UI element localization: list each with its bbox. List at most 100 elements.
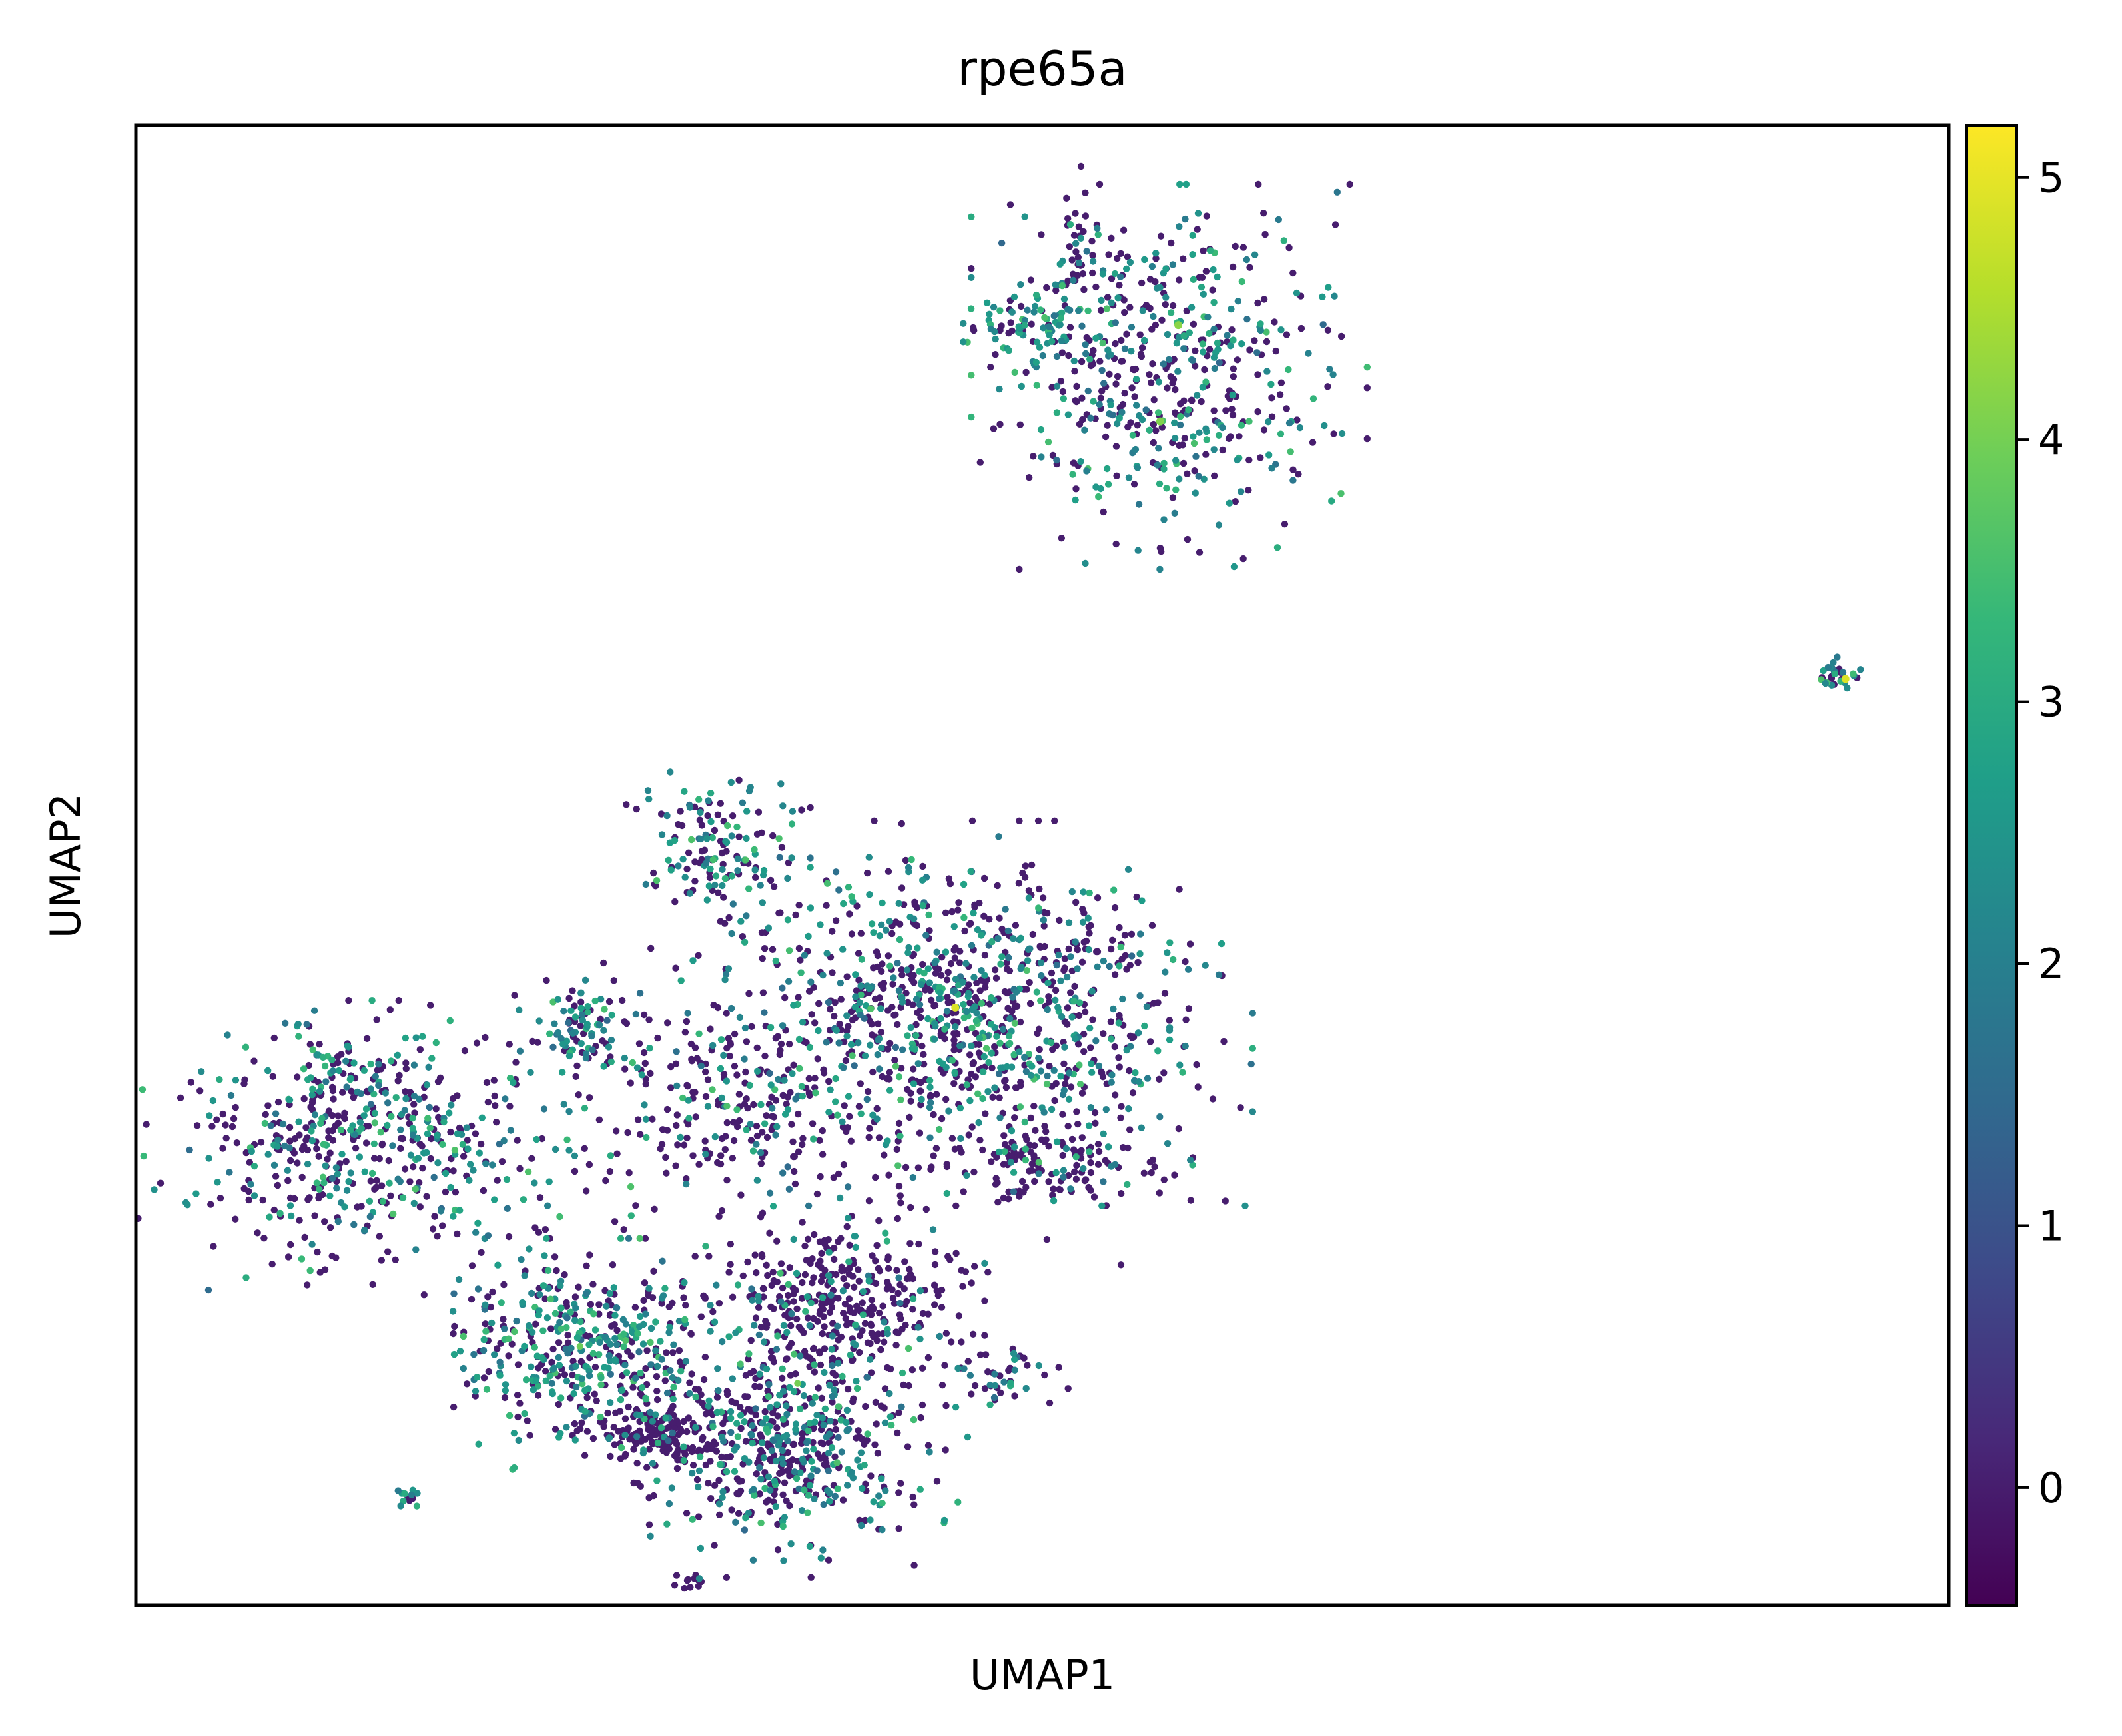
scatter-point-expressed-29: [1053, 409, 1061, 416]
scatter-point-1090: [329, 1137, 337, 1144]
scatter-point-1724: [576, 1425, 584, 1432]
scatter-point-expressed-860: [1086, 1148, 1093, 1155]
scatter-point-1749: [535, 1364, 542, 1372]
scatter-point-764: [884, 952, 892, 960]
scatter-point-1468: [663, 1169, 670, 1177]
scatter-point-351: [691, 858, 699, 866]
scatter-point-206: [1263, 338, 1271, 346]
scatter-point-expressed-861: [1053, 1138, 1061, 1145]
scatter-point-expressed-295: [1021, 322, 1028, 329]
scatter-point-expressed-1008: [447, 1183, 454, 1191]
scatter-point-expressed-1771: [785, 1281, 792, 1289]
scatter-point-682: [1080, 938, 1088, 946]
scatter-point-expressed-1678: [779, 1365, 786, 1372]
scatter-point-2243: [958, 1267, 965, 1274]
scatter-point-expressed-1663: [803, 1439, 811, 1446]
scatter-point-expressed-383: [751, 846, 758, 854]
scatter-point-expressed-137: [1228, 305, 1235, 313]
scatter-point-1050: [1078, 1147, 1085, 1155]
scatter-point-expressed-1072: [264, 1067, 272, 1075]
scatter-point-1419: [759, 1129, 766, 1136]
scatter-point-expressed-1486: [550, 1364, 558, 1372]
scatter-point-expressed-667: [1144, 1075, 1152, 1082]
scatter-point-expressed-1770: [884, 1330, 892, 1338]
scatter-point-576: [795, 1110, 802, 1118]
scatter-point-expressed-1166: [549, 1043, 557, 1051]
scatter-point-862: [973, 979, 980, 987]
scatter-point-expressed-1692: [662, 1414, 669, 1422]
scatter-point-expressed-1472: [634, 1330, 641, 1338]
scatter-point-2125: [873, 1337, 881, 1344]
scatter-point-expressed-1239: [673, 1048, 680, 1055]
scatter-point-expressed-1624: [940, 1516, 948, 1524]
scatter-point-839: [864, 1088, 872, 1095]
scatter-point-expressed-129: [1160, 459, 1168, 467]
scatter-point-expressed-157: [1092, 334, 1100, 342]
scatter-point-expressed-901: [377, 1129, 384, 1136]
scatter-point-650: [945, 875, 953, 882]
scatter-point-2012: [756, 1383, 763, 1390]
scatter-point-expressed-1125: [272, 1110, 280, 1117]
scatter-point-expressed-663: [1141, 1022, 1148, 1030]
scatter-point-2574: [611, 1218, 619, 1225]
scatter-point-1448: [687, 1040, 695, 1048]
scatter-point-expressed-1079: [250, 1163, 258, 1170]
scatter-point-expressed-1373: [547, 1295, 554, 1302]
scatter-point-498: [954, 906, 962, 914]
scatter-point-1563: [647, 1069, 654, 1077]
scatter-point-expressed-1479: [496, 1372, 504, 1379]
scatter-point-expressed-1200: [723, 1077, 731, 1085]
scatter-point-expressed-1669: [716, 1460, 724, 1468]
scatter-point-expressed-1275: [613, 1341, 621, 1348]
scatter-point-expressed-1426: [548, 1380, 555, 1387]
scatter-point-31: [1230, 365, 1238, 372]
scatter-point-1696: [494, 1345, 501, 1352]
scatter-point-expressed-1102: [295, 1033, 302, 1040]
scatter-point-expressed-1047: [424, 1115, 432, 1122]
scatter-point-expressed-450: [1166, 1036, 1174, 1044]
scatter-point-786: [1154, 999, 1162, 1006]
scatter-point-2201: [715, 1300, 723, 1307]
scatter-point-408: [902, 856, 910, 864]
scatter-point-expressed-703: [823, 1039, 830, 1046]
scatter-point-1220: [535, 1229, 543, 1236]
scatter-point-615: [930, 1111, 937, 1119]
scatter-point-expressed-1725: [898, 1369, 906, 1377]
scatter-point-653: [1107, 1018, 1115, 1025]
scatter-point-expressed-51: [1139, 307, 1147, 314]
scatter-point-523: [897, 1004, 904, 1011]
scatter-point-expressed-736: [904, 1032, 911, 1039]
scatter-point-expressed-824: [867, 1005, 875, 1012]
scatter-point-2489: [633, 1440, 640, 1448]
scatter-point-expressed-25: [1214, 273, 1221, 281]
scatter-point-1580: [613, 1326, 621, 1334]
scatter-point-expressed-632: [966, 1097, 974, 1105]
scatter-point-expressed-114: [1195, 473, 1202, 480]
scatter-point-expressed-1740: [909, 1295, 917, 1302]
scatter-point-2309: [955, 1312, 963, 1320]
scatter-point-2374: [790, 1298, 797, 1305]
scatter-point-1557: [830, 1174, 838, 1181]
scatter-point-expressed-1626: [813, 1411, 821, 1419]
scatter-point-expressed-1174: [608, 1012, 615, 1019]
scatter-point-expressed-655: [1070, 998, 1078, 1005]
scatter-point-expressed-1693: [705, 1402, 712, 1410]
scatter-point-expressed-797: [987, 1021, 995, 1028]
scatter-point-2509: [1024, 1362, 1031, 1369]
scatter-point-960: [948, 1135, 956, 1142]
scatter-point-expressed-1455: [597, 1413, 604, 1421]
scatter-point-29: [1251, 337, 1258, 344]
scatter-point-expressed-1722: [875, 1492, 883, 1500]
scatter-point-2134: [909, 1306, 916, 1313]
scatter-point-2569: [813, 1190, 821, 1198]
scatter-point-expressed-813: [1085, 946, 1092, 954]
scatter-point-115: [1324, 383, 1331, 390]
scatter-point-2503: [941, 1362, 948, 1369]
scatter-point-849: [1060, 1060, 1068, 1068]
scatter-point-2331: [828, 1297, 835, 1304]
scatter-point-expressed-875: [996, 1148, 1003, 1156]
scatter-point-expressed-235: [1206, 330, 1213, 337]
scatter-point-expressed-630: [1054, 1004, 1062, 1011]
chart-title: rpe65a: [957, 41, 1127, 97]
scatter-point-1549: [895, 1119, 903, 1127]
